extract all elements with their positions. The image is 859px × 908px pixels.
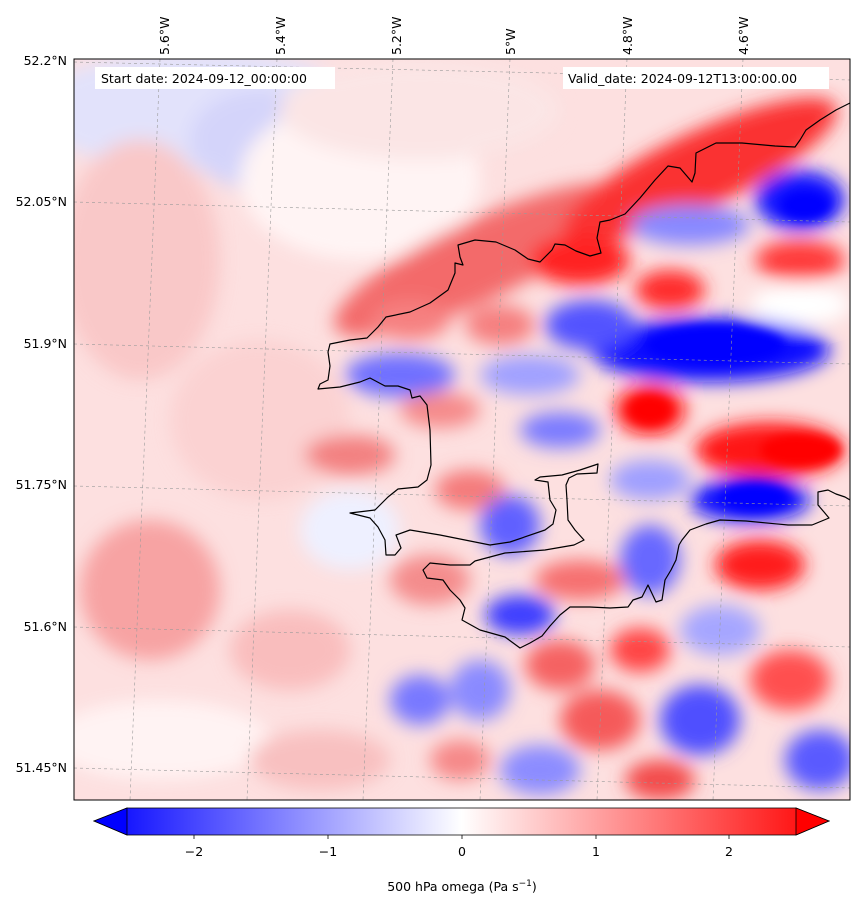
map-frame <box>73 58 851 801</box>
colorbar-label: 500 hPa omega (Pa s−1) <box>387 879 537 894</box>
lat-labels: 52.2°N 52.05°N 51.9°N 51.75°N 51.6°N 51.… <box>16 53 67 775</box>
lat-label-51-75n: 51.75°N <box>16 477 67 492</box>
valid-date-label: Valid_date: 2024-09-12T13:00:00.00 <box>568 71 797 86</box>
colorbar-extend-high <box>795 807 831 836</box>
colorbar-label-end: ) <box>532 879 537 894</box>
colorbar-tick-0: 0 <box>458 844 466 859</box>
coastline <box>317 102 850 649</box>
colorbar-tick-neg1: −1 <box>319 844 337 859</box>
omega-field <box>74 59 850 800</box>
start-date-label: Start date: 2024-09-12_00:00:00 <box>101 71 307 86</box>
lat-label-51-9n: 51.9°N <box>24 336 67 351</box>
colorbar-tick-neg2: −2 <box>185 844 203 859</box>
gridlines <box>74 59 850 800</box>
colorbar-extend-low <box>92 807 128 836</box>
lat-label-52-05n: 52.05°N <box>16 194 67 209</box>
colorbar-label-main: 500 hPa omega (Pa s <box>387 879 518 894</box>
colorbar-tick-2: 2 <box>725 844 733 859</box>
lat-label-52-2n: 52.2°N <box>24 53 67 68</box>
start-date-box <box>95 67 335 89</box>
lon-labels: 5.6°W 5.4°W 5.2°W 5°W 4.8°W 4.6°W <box>157 17 751 56</box>
lat-label-51-45n: 51.45°N <box>16 760 67 775</box>
colorbar-tick-1: 1 <box>592 844 600 859</box>
lat-label-51-6n: 51.6°N <box>24 619 67 634</box>
lon-label-5-4w: 5.4°W <box>273 17 288 56</box>
colorbar-label-exponent: −1 <box>519 879 532 889</box>
lon-label-5w: 5°W <box>503 28 518 55</box>
colorbar-body <box>92 807 831 836</box>
lon-label-5-2w: 5.2°W <box>389 17 404 56</box>
lon-label-4-8w: 4.8°W <box>620 17 635 56</box>
colorbar: −2 −1 0 1 2 500 hPa omega (Pa s−1) <box>92 807 831 894</box>
lon-label-4-6w: 4.6°W <box>736 17 751 56</box>
valid-date-box <box>563 67 829 89</box>
lon-label-5-6w: 5.6°W <box>157 17 172 56</box>
